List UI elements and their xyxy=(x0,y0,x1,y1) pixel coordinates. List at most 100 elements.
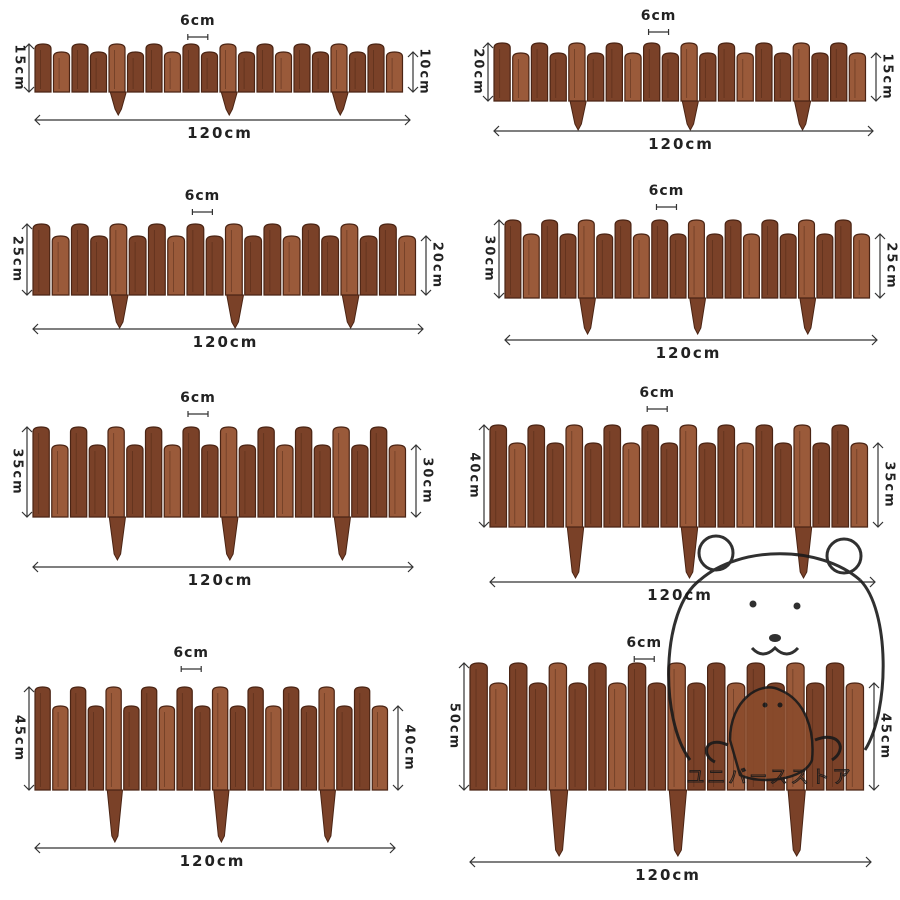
fence-picket xyxy=(158,705,176,791)
fence-panel-4: 6cm 30cm 25cm 120cm xyxy=(482,183,899,362)
tall-height-label: 35cm xyxy=(10,448,25,495)
fence-picket xyxy=(311,51,330,93)
fence-picket xyxy=(182,426,200,518)
fence-picket xyxy=(247,686,264,791)
fence-stake xyxy=(220,91,238,117)
fence-picket xyxy=(834,219,852,299)
fence-graphic xyxy=(469,662,865,858)
picket-width-label: 6cm xyxy=(180,13,216,29)
fence-picket xyxy=(596,233,614,299)
fence-picket xyxy=(71,43,89,93)
length-label: 120cm xyxy=(647,586,713,604)
short-height-label: 35cm xyxy=(882,461,897,508)
short-height-dimension xyxy=(407,51,419,93)
fence-picket xyxy=(52,51,71,93)
length-label: 120cm xyxy=(193,333,259,351)
fence-picket xyxy=(300,705,318,791)
tall-height-label: 25cm xyxy=(10,236,25,283)
fence-picket xyxy=(698,442,717,528)
fence-panel-3: 6cm 25cm 20cm 120cm xyxy=(10,188,445,351)
fence-graphic xyxy=(504,219,871,336)
fence-picket xyxy=(109,223,128,296)
fence-picket xyxy=(219,43,237,93)
fence-stake xyxy=(569,100,587,132)
fence-picket xyxy=(522,233,540,299)
fence-picket xyxy=(163,444,182,518)
fence-picket xyxy=(385,51,404,93)
fence-picket xyxy=(647,682,667,791)
tall-height-dimension xyxy=(21,223,33,296)
fence-picket xyxy=(548,662,568,791)
fence-picket xyxy=(145,43,163,93)
fence-picket xyxy=(332,426,350,518)
short-height-label: 15cm xyxy=(880,53,895,100)
fence-picket xyxy=(527,424,546,528)
fence-picket xyxy=(489,424,508,528)
fence-picket xyxy=(687,682,706,791)
fence-stake xyxy=(110,294,129,330)
length-dimension xyxy=(34,114,411,126)
fence-picket xyxy=(811,52,829,102)
fence-picket xyxy=(687,219,705,299)
fence-picket xyxy=(825,662,845,791)
fence-picket xyxy=(87,705,105,791)
fence-picket xyxy=(211,686,229,791)
fence-stake xyxy=(579,297,597,336)
panels-layer: 6cm 15cm 10cm 120cm 6cm 20cm 15cm 120cm 6cm 25cm 2… xyxy=(10,8,899,884)
fence-picket xyxy=(330,43,348,93)
fence-picket xyxy=(632,233,650,299)
fence-stake xyxy=(331,91,349,117)
fence-picket xyxy=(603,424,622,528)
short-height-label: 40cm xyxy=(402,724,417,771)
fence-picket xyxy=(830,42,848,102)
fence-picket xyxy=(546,442,565,528)
fence-picket xyxy=(736,442,755,528)
fence-picket xyxy=(229,705,247,791)
picket-width-label: 6cm xyxy=(185,188,221,204)
length-label: 120cm xyxy=(188,571,254,589)
fence-picket xyxy=(90,235,109,296)
fence-picket xyxy=(378,223,397,296)
fence-panel-2: 6cm 20cm 15cm 120cm xyxy=(471,8,895,153)
fence-picket xyxy=(51,444,69,518)
fence-panel-5: 6cm 35cm 30cm 120cm xyxy=(10,390,435,589)
fence-picket xyxy=(530,42,549,102)
fence-picket xyxy=(107,426,125,518)
fence-graphic xyxy=(489,424,869,580)
fence-stake xyxy=(109,91,127,117)
fence-picket xyxy=(126,444,144,518)
fence-picket xyxy=(282,686,300,791)
fence-picket xyxy=(845,682,865,791)
picket-width-marker xyxy=(633,656,655,662)
tall-height-label: 40cm xyxy=(467,452,482,499)
fence-stake xyxy=(213,789,230,844)
fence-stake xyxy=(680,526,699,580)
fence-picket xyxy=(793,424,812,528)
short-height-dimension xyxy=(410,444,422,518)
fence-picket xyxy=(761,219,779,299)
fence-picket xyxy=(237,51,256,93)
tall-height-dimension xyxy=(23,43,35,93)
fence-picket xyxy=(318,686,335,791)
fence-picket xyxy=(812,442,831,528)
fence-picket xyxy=(568,682,587,791)
fence-picket xyxy=(105,686,122,791)
fence-picket xyxy=(608,682,627,791)
picket-width-label: 6cm xyxy=(641,8,677,24)
bear-mascot-icon xyxy=(667,534,885,782)
fence-picket xyxy=(568,42,586,102)
fence-picket xyxy=(853,233,871,299)
length-label: 120cm xyxy=(648,135,714,153)
fence-picket xyxy=(69,686,87,791)
fence-picket xyxy=(755,42,773,102)
fence-picket xyxy=(584,442,603,528)
fence-graphic xyxy=(32,223,417,330)
short-height-dimension xyxy=(868,682,880,791)
picket-width-marker xyxy=(655,204,678,210)
fence-picket xyxy=(369,426,388,518)
fence-picket xyxy=(706,233,724,299)
short-height-dimension xyxy=(420,235,432,296)
length-label: 120cm xyxy=(656,344,722,362)
fence-picket xyxy=(512,52,530,102)
fence-picket xyxy=(263,223,282,296)
